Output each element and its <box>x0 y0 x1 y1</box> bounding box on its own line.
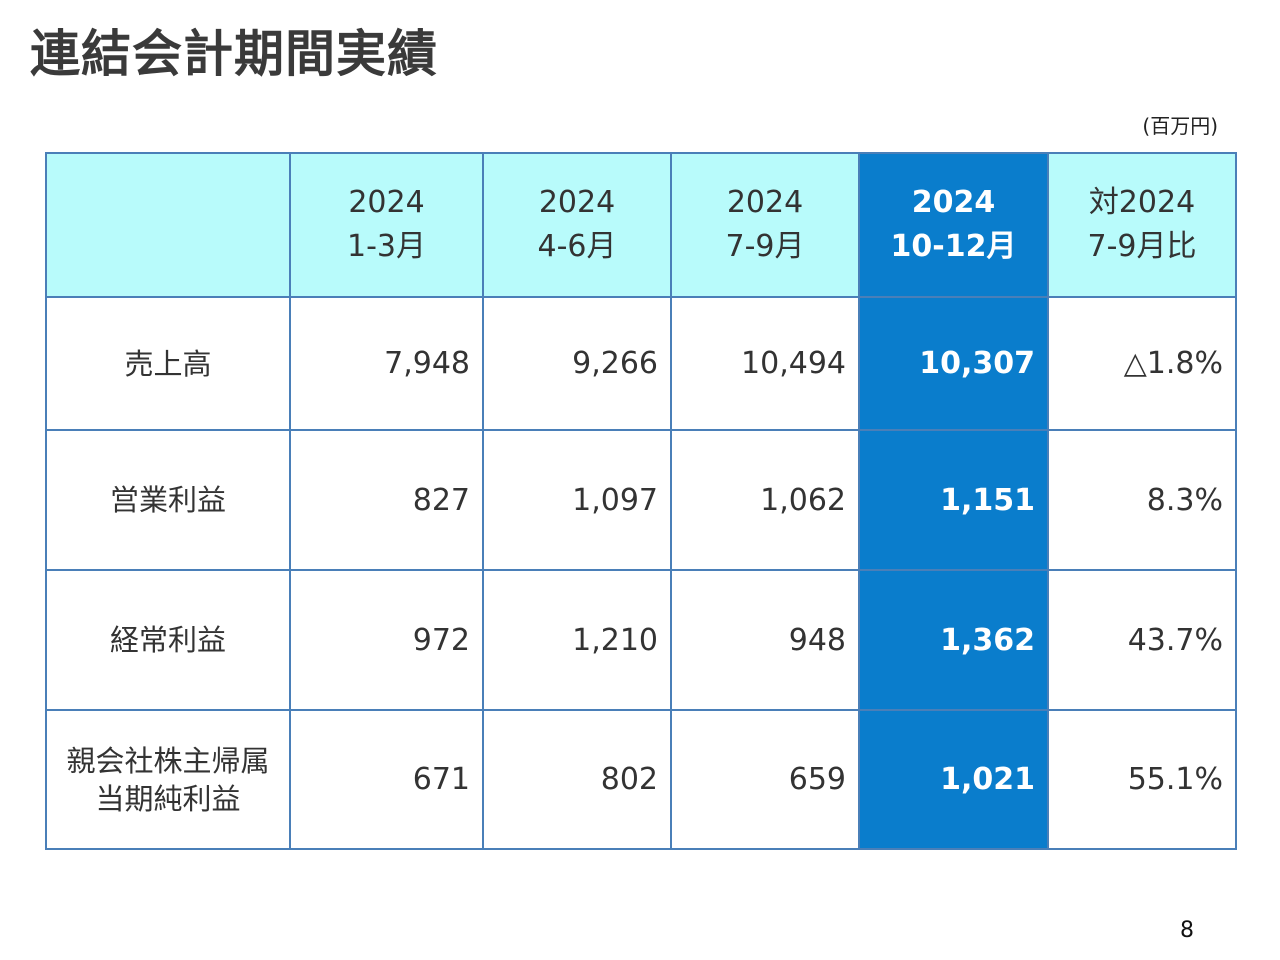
table-cell: 9,266 <box>482 296 672 431</box>
row-label-line: 当期純利益 <box>95 781 241 816</box>
header-year: 2024 <box>538 185 616 220</box>
table-row-ordinary-income: 経常利益 972 1,210 948 1,362 43.7% <box>45 569 1237 711</box>
table-cell: 948 <box>670 569 860 711</box>
header-row: 2024 1-3月 2024 4-6月 2024 7-9月 2024 10-12… <box>45 152 1237 298</box>
header-year: 2024 <box>726 185 804 220</box>
table-cell: 1,210 <box>482 569 672 711</box>
results-table: 2024 1-3月 2024 4-6月 2024 7-9月 2024 10-12… <box>45 152 1237 850</box>
header-cell-q3: 2024 7-9月 <box>670 152 860 298</box>
row-label: 営業利益 <box>45 429 291 571</box>
table-cell: 972 <box>289 569 484 711</box>
table-row-operating-income: 営業利益 827 1,097 1,062 1,151 8.3% <box>45 429 1237 571</box>
table-cell-highlighted: 10,307 <box>858 296 1049 431</box>
header-period: 7-9月 <box>725 229 805 264</box>
header-cell-change: 対2024 7-9月比 <box>1047 152 1237 298</box>
table-cell: 802 <box>482 709 672 850</box>
page-number: 8 <box>1180 918 1194 943</box>
header-period: 7-9月比 <box>1087 229 1197 264</box>
table-row-net-sales: 売上高 7,948 9,266 10,494 10,307 △1.8% <box>45 296 1237 431</box>
table-cell-change: △1.8% <box>1047 296 1237 431</box>
header-year: 対2024 <box>1088 185 1196 220</box>
table-cell: 10,494 <box>670 296 860 431</box>
header-year: 2024 <box>348 185 425 220</box>
header-cell-q2: 2024 4-6月 <box>482 152 672 298</box>
unit-note: (百万円) <box>1142 114 1218 138</box>
table-cell-change: 8.3% <box>1047 429 1237 571</box>
table-cell-change: 55.1% <box>1047 709 1237 850</box>
row-label-line: 営業利益 <box>109 483 226 517</box>
table-cell: 827 <box>289 429 484 571</box>
table-cell: 7,948 <box>289 296 484 431</box>
header-period: 1-3月 <box>347 229 426 264</box>
table-cell: 1,062 <box>670 429 860 571</box>
table-cell-highlighted: 1,151 <box>858 429 1049 571</box>
table-row-net-income: 親会社株主帰属 当期純利益 671 802 659 1,021 55.1% <box>45 709 1237 850</box>
table-cell-highlighted: 1,021 <box>858 709 1049 850</box>
table-cell: 659 <box>670 709 860 850</box>
row-label: 経常利益 <box>45 569 291 711</box>
row-label: 親会社株主帰属 当期純利益 <box>45 709 291 850</box>
header-cell-q1: 2024 1-3月 <box>289 152 484 298</box>
row-label-line: 経常利益 <box>109 623 226 657</box>
table-cell: 1,097 <box>482 429 672 571</box>
header-period: 4-6月 <box>537 229 617 264</box>
page-title: 連結会計期間実績 <box>30 25 438 83</box>
table-cell-change: 43.7% <box>1047 569 1237 711</box>
table-cell-highlighted: 1,362 <box>858 569 1049 711</box>
row-label-line: 親会社株主帰属 <box>66 743 270 778</box>
table-cell: 671 <box>289 709 484 850</box>
header-corner-cell <box>45 152 291 298</box>
header-period: 10-12月 <box>890 229 1017 264</box>
row-label-line: 売上高 <box>124 346 212 381</box>
header-cell-q4-highlighted: 2024 10-12月 <box>858 152 1049 298</box>
header-year: 2024 <box>911 185 996 220</box>
row-label: 売上高 <box>45 296 291 431</box>
